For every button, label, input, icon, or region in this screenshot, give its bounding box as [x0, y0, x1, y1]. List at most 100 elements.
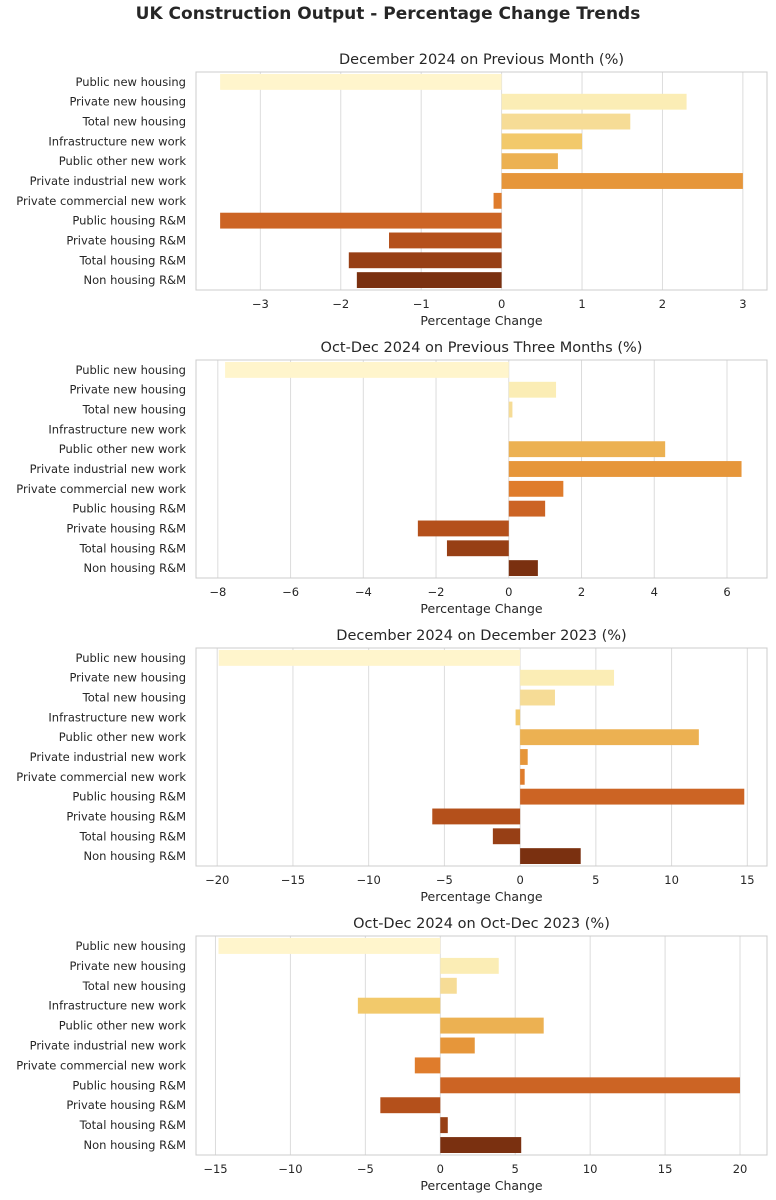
- panel-3-bar-5: [520, 729, 699, 746]
- panel-4-frame: [195, 935, 768, 1156]
- panel-2-category-label: Public other new work: [59, 442, 187, 456]
- panel-2-bar-9: [417, 520, 509, 537]
- panel-2-bar-7: [508, 480, 564, 497]
- panel-3-category-label: Public new housing: [75, 651, 186, 665]
- panel-3-bar-3: [520, 689, 555, 706]
- panel-4-bar-7: [414, 1057, 441, 1074]
- panel-2-tick-label: 0: [505, 585, 512, 599]
- panel-3-xlabel: Percentage Change: [420, 889, 542, 904]
- panel-1-category-label: Private industrial new work: [30, 174, 187, 188]
- panel-4-bar-5: [440, 1017, 544, 1034]
- panel-1-bar-6: [501, 173, 743, 189]
- panel-3-bar-6: [520, 749, 528, 765]
- panel-1-bar-8: [220, 212, 502, 229]
- panel-3-bar-8: [520, 788, 745, 805]
- panel-2-bar-10: [446, 540, 509, 557]
- panel-1-tick-label: 3: [739, 297, 746, 311]
- panel-1-frame: [195, 71, 768, 291]
- panel-3-category-label: Private new housing: [69, 671, 186, 685]
- panel-3-tick-label: 15: [740, 873, 755, 887]
- panel-1-tick-label: 1: [578, 297, 585, 311]
- panel-3-category-label: Private commercial new work: [16, 770, 186, 784]
- panel-1-category-label: Total new housing: [82, 115, 186, 129]
- panel-3-bar-9: [432, 808, 521, 825]
- panel-4-category-label: Infrastructure new work: [48, 999, 186, 1013]
- panel-3-tick-label: 10: [664, 873, 679, 887]
- panel-4-category-label: Total housing R&M: [79, 1118, 186, 1132]
- panel-1-category-label: Private new housing: [69, 95, 186, 109]
- panel-2-category-label: Total new housing: [82, 403, 186, 417]
- panel-3-category-label: Total housing R&M: [79, 829, 186, 843]
- panel-3-category-label: Public other new work: [59, 730, 187, 744]
- panel-1-category-label: Private housing R&M: [66, 233, 186, 247]
- panel-2-title: Oct-Dec 2024 on Previous Three Months (%…: [321, 340, 643, 356]
- panel-1-bar-1: [220, 73, 502, 90]
- panel-2-tick-label: 4: [651, 585, 658, 599]
- panel-2-frame: [195, 359, 768, 579]
- panel-2-category-label: Private new housing: [69, 383, 186, 397]
- panel-1-category-label: Public new housing: [75, 75, 186, 89]
- panel-1-tick-label: 2: [659, 297, 666, 311]
- panel-1-bar-10: [348, 252, 502, 269]
- panel-2-bar-3: [508, 401, 513, 418]
- panel-1-category-label: Public housing R&M: [72, 214, 186, 228]
- panel-3-category-label: Infrastructure new work: [48, 710, 186, 724]
- panel-2-category-label: Public housing R&M: [72, 502, 186, 516]
- panel-1-bar-2: [501, 93, 687, 110]
- panel-4-bar-3: [440, 977, 457, 994]
- panel-3-tick-label: −15: [281, 873, 305, 887]
- panel-2-bar-1: [225, 361, 509, 378]
- panel-3-tick-label: 5: [592, 873, 599, 887]
- panel-2-category-label: Private housing R&M: [66, 521, 186, 535]
- panel-4-bar-10: [440, 1117, 448, 1134]
- panel-1-tick-label: 0: [498, 297, 505, 311]
- panel-2-category-label: Private industrial new work: [30, 462, 187, 476]
- panel-2-bar-8: [508, 500, 546, 517]
- panel-4-category-label: Public housing R&M: [72, 1078, 186, 1092]
- panel-2-bar-6: [508, 461, 742, 477]
- panel-3-tick-label: −20: [205, 873, 229, 887]
- panel-3-bar-1: [218, 649, 521, 666]
- panel-2-category-label: Infrastructure new work: [48, 422, 186, 436]
- panel-1-tick-label: −3: [252, 297, 269, 311]
- panel-4-tick-label: −5: [357, 1162, 374, 1176]
- panel-2-tick-label: 6: [723, 585, 730, 599]
- panel-4-tick-label: 5: [512, 1162, 519, 1176]
- panel-3-bar-7: [520, 768, 525, 785]
- panel-3-tick-label: 0: [516, 873, 523, 887]
- panel-3-bar-4: [515, 709, 521, 726]
- panel-2-category-label: Non housing R&M: [83, 561, 186, 575]
- panel-3-category-label: Total new housing: [82, 691, 186, 705]
- panel-2-bar-5: [508, 441, 666, 458]
- panel-4-bar-9: [380, 1097, 441, 1114]
- panel-4-bar-6: [440, 1037, 475, 1054]
- panel-3-tick-label: −5: [436, 873, 453, 887]
- panel-4-category-label: Non housing R&M: [83, 1138, 186, 1152]
- panel-4-category-label: Private industrial new work: [30, 1039, 187, 1053]
- panel-3-category-label: Non housing R&M: [83, 849, 186, 863]
- panel-1-tick-label: −1: [413, 297, 430, 311]
- panel-1-bar-5: [501, 153, 558, 170]
- panel-4-title: Oct-Dec 2024 on Oct-Dec 2023 (%): [353, 916, 610, 932]
- panel-2-tick-label: −6: [282, 585, 299, 599]
- panel-4-tick-label: 10: [583, 1162, 598, 1176]
- panel-1-bar-9: [389, 232, 502, 249]
- panel-1-tick-label: −2: [332, 297, 349, 311]
- panel-4-bar-4: [357, 997, 441, 1014]
- panel-4-bar-2: [440, 957, 499, 974]
- panel-2-category-label: Public new housing: [75, 363, 186, 377]
- panel-2-bar-11: [508, 560, 538, 577]
- panel-1-category-label: Non housing R&M: [83, 273, 186, 287]
- panel-4-category-label: Public other new work: [59, 1019, 187, 1033]
- panel-4-category-label: Private housing R&M: [66, 1098, 186, 1112]
- panel-3-bar-2: [520, 669, 615, 686]
- panel-3-category-label: Private industrial new work: [30, 750, 187, 764]
- panel-1-category-label: Total housing R&M: [79, 253, 186, 267]
- panel-3-frame: [195, 647, 768, 867]
- panel-1-bar-11: [356, 272, 502, 289]
- panel-2-category-label: Private commercial new work: [16, 482, 186, 496]
- panel-2-bar-2: [508, 381, 557, 398]
- panel-2-tick-label: 2: [578, 585, 585, 599]
